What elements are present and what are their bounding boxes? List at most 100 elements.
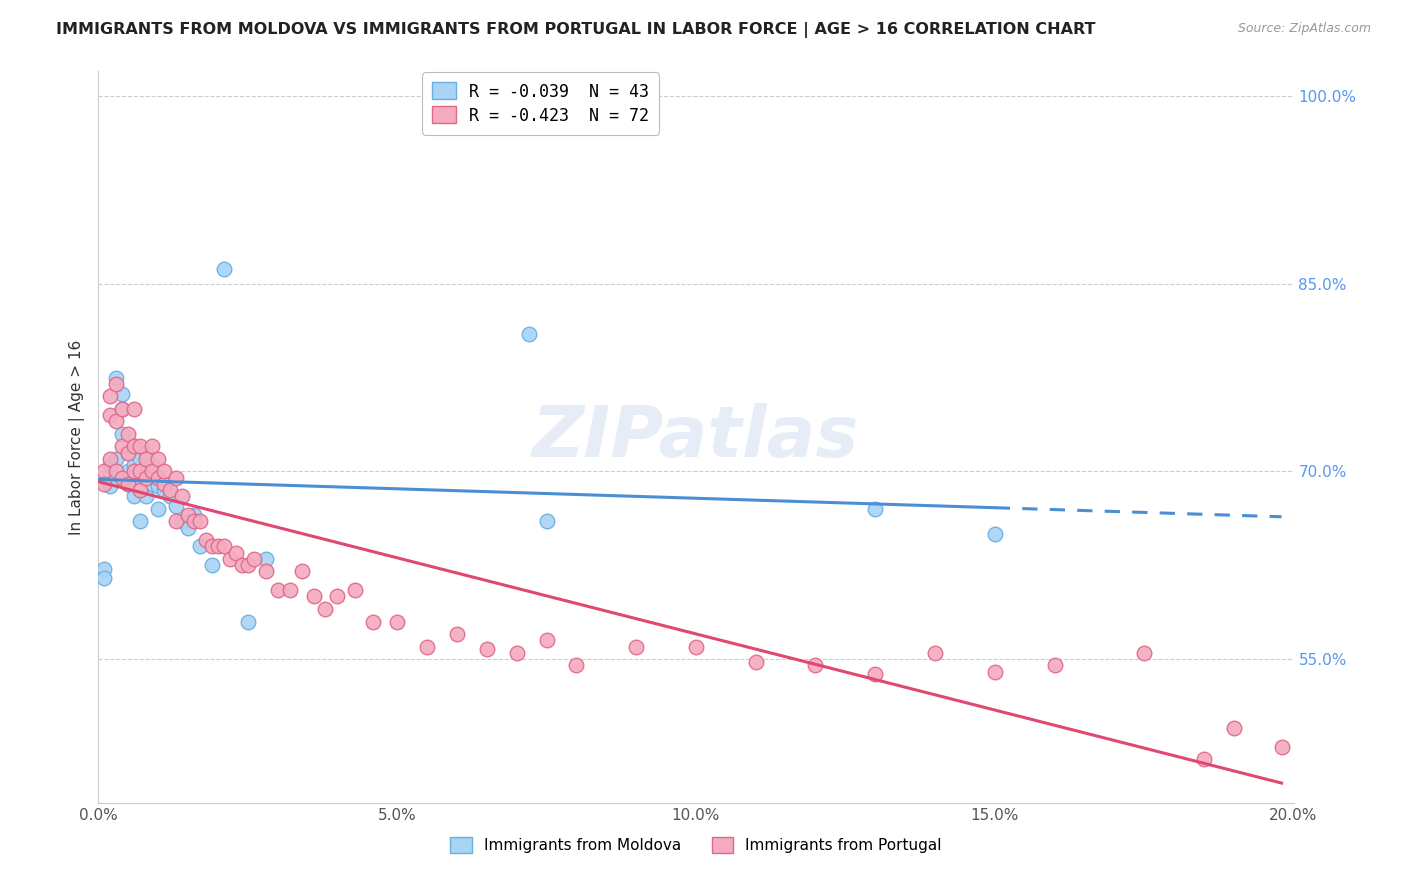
Point (105, 370, 128, 384)
Point (98, 452, 122, 467)
Point (129, 515, 152, 529)
Point (506, 646, 529, 660)
Point (111, 387, 134, 401)
Point (219, 552, 242, 566)
Point (291, 565, 314, 579)
Y-axis label: In Labor Force | Age > 16: In Labor Force | Age > 16 (69, 340, 84, 534)
Point (124, 401, 146, 416)
Point (159, 490, 181, 504)
Point (865, 502, 887, 516)
Point (111, 440, 134, 454)
Point (129, 483, 152, 498)
Point (111, 401, 134, 416)
Point (111, 401, 134, 416)
Point (117, 465, 139, 479)
Point (231, 558, 253, 573)
Point (207, 540, 229, 554)
Point (153, 465, 176, 479)
Point (865, 667, 887, 681)
Point (188, 540, 211, 554)
Point (117, 477, 139, 491)
Point (172, 515, 194, 529)
Point (153, 483, 176, 498)
Point (124, 465, 146, 479)
Point (135, 471, 157, 485)
Point (105, 376, 128, 391)
Point (517, 326, 540, 341)
Point (111, 471, 134, 485)
Point (148, 471, 170, 485)
Point (159, 483, 181, 498)
Point (124, 440, 146, 454)
Point (565, 658, 588, 673)
Text: ZIPatlas: ZIPatlas (533, 402, 859, 472)
Point (344, 583, 367, 598)
Point (129, 465, 152, 479)
Point (536, 515, 558, 529)
Point (225, 546, 247, 560)
Point (201, 540, 224, 554)
Point (745, 655, 768, 669)
Point (105, 414, 128, 428)
Point (124, 490, 146, 504)
Point (111, 426, 134, 441)
Point (98, 408, 122, 422)
Point (212, 540, 235, 554)
Point (326, 590, 349, 604)
Point (475, 642, 498, 657)
Point (278, 583, 301, 598)
Point (177, 521, 200, 535)
Point (315, 602, 337, 616)
Point (141, 440, 163, 454)
Point (1043, 658, 1066, 673)
Point (1133, 646, 1156, 660)
Point (188, 515, 211, 529)
Point (446, 627, 468, 641)
Point (172, 490, 194, 504)
Point (195, 533, 218, 548)
Point (117, 446, 139, 460)
Point (135, 490, 157, 504)
Point (105, 471, 128, 485)
Point (984, 527, 1007, 541)
Point (183, 508, 205, 523)
Point (93, 465, 115, 479)
Point (1223, 721, 1246, 735)
Point (141, 458, 163, 473)
Point (165, 471, 187, 485)
Point (236, 558, 259, 573)
Point (165, 500, 187, 514)
Point (804, 658, 827, 673)
Point (924, 646, 946, 660)
Point (129, 471, 152, 485)
Point (117, 426, 139, 441)
Point (1271, 739, 1294, 754)
Point (135, 452, 157, 467)
Point (148, 502, 170, 516)
Point (98, 467, 122, 481)
Point (201, 558, 224, 573)
Point (124, 471, 146, 485)
Point (177, 508, 200, 523)
Point (105, 465, 128, 479)
Text: IMMIGRANTS FROM MOLDOVA VS IMMIGRANTS FROM PORTUGAL IN LABOR FORCE | AGE > 16 CO: IMMIGRANTS FROM MOLDOVA VS IMMIGRANTS FR… (56, 22, 1095, 38)
Point (363, 615, 385, 629)
Point (117, 477, 139, 491)
Point (148, 452, 170, 467)
Point (129, 440, 152, 454)
Point (124, 440, 146, 454)
Point (98, 389, 122, 403)
Point (416, 640, 439, 654)
Point (685, 640, 707, 654)
Point (254, 565, 277, 579)
Point (254, 552, 277, 566)
Point (124, 458, 146, 473)
Legend: Immigrants from Moldova, Immigrants from Portugal: Immigrants from Moldova, Immigrants from… (443, 830, 949, 861)
Point (165, 515, 187, 529)
Point (141, 477, 163, 491)
Text: Source: ZipAtlas.com: Source: ZipAtlas.com (1237, 22, 1371, 36)
Point (148, 479, 170, 493)
Point (536, 633, 558, 648)
Point (267, 583, 290, 598)
Point (135, 446, 157, 460)
